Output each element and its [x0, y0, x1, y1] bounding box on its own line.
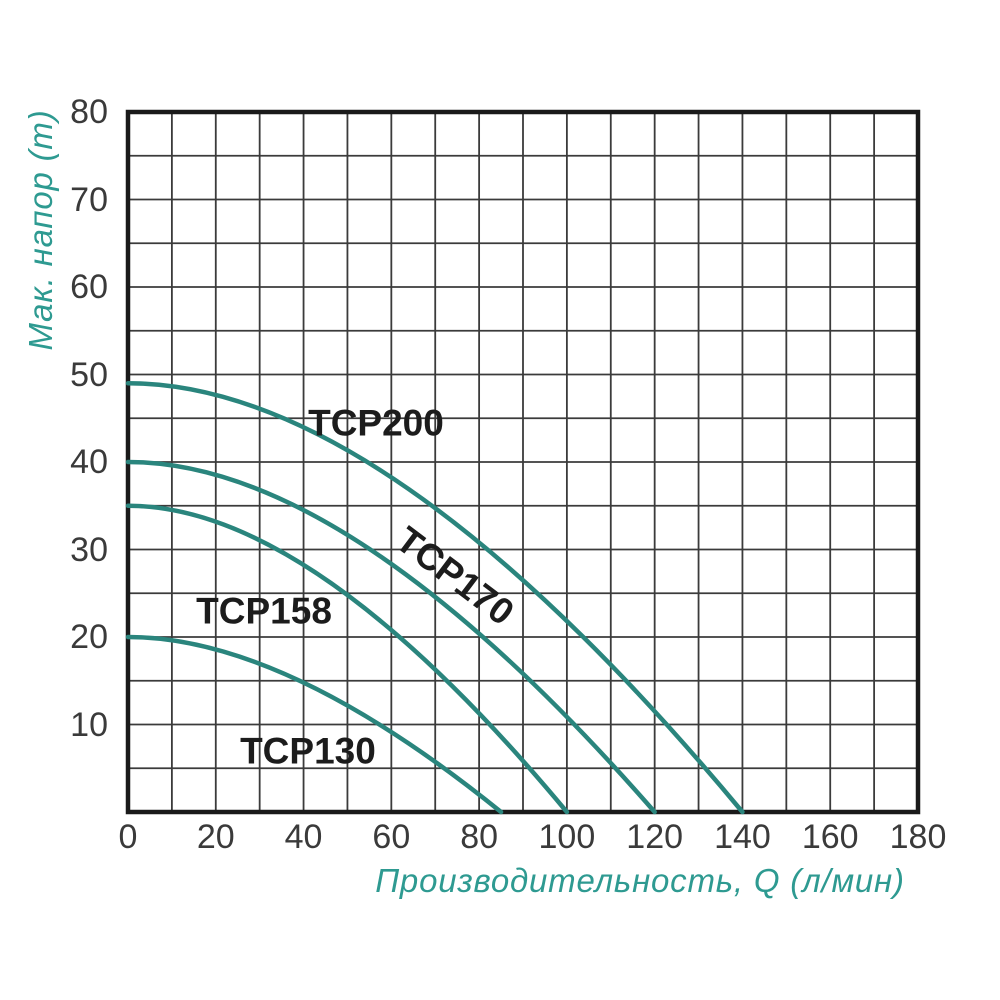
- grid-lines: [128, 112, 918, 812]
- y-tick-label: 70: [70, 180, 108, 219]
- curve-label-tcp200: TCP200: [308, 402, 444, 444]
- y-tick-label: 30: [70, 530, 108, 569]
- y-tick-label: 60: [70, 268, 108, 306]
- curve-tcp170: [125, 459, 657, 815]
- y-tick-label: 50: [70, 355, 108, 394]
- x-tick-label: 120: [626, 818, 684, 856]
- x-tick-label: 60: [372, 818, 411, 856]
- x-tick-label: 20: [196, 818, 235, 856]
- x-tick-label: 180: [889, 818, 947, 856]
- x-tick-label: 0: [118, 818, 138, 856]
- curve-tcp200: [125, 381, 745, 815]
- y-axis-title: Мак. напор (m): [22, 109, 59, 351]
- curve-tcp158: [125, 503, 570, 815]
- x-tick-label: 40: [284, 818, 323, 856]
- x-tick-label: 160: [801, 818, 859, 856]
- x-axis-title: Производительность, Q (л/мин): [375, 862, 905, 899]
- y-tick-label: 80: [70, 93, 108, 131]
- x-tick-label: 80: [460, 818, 499, 856]
- y-tick-label: 40: [70, 443, 108, 481]
- curve-label-tcp130: TCP130: [240, 730, 376, 772]
- x-tick-label: 140: [714, 818, 771, 856]
- x-tick-label: 100: [538, 818, 596, 856]
- y-tick-label: 10: [70, 705, 108, 744]
- y-tick-label: 20: [70, 618, 108, 656]
- curve-label-tcp158: TCP158: [196, 590, 332, 632]
- curve-tcp130: [125, 634, 504, 815]
